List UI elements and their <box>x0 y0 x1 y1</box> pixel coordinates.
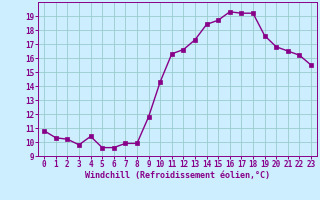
X-axis label: Windchill (Refroidissement éolien,°C): Windchill (Refroidissement éolien,°C) <box>85 171 270 180</box>
